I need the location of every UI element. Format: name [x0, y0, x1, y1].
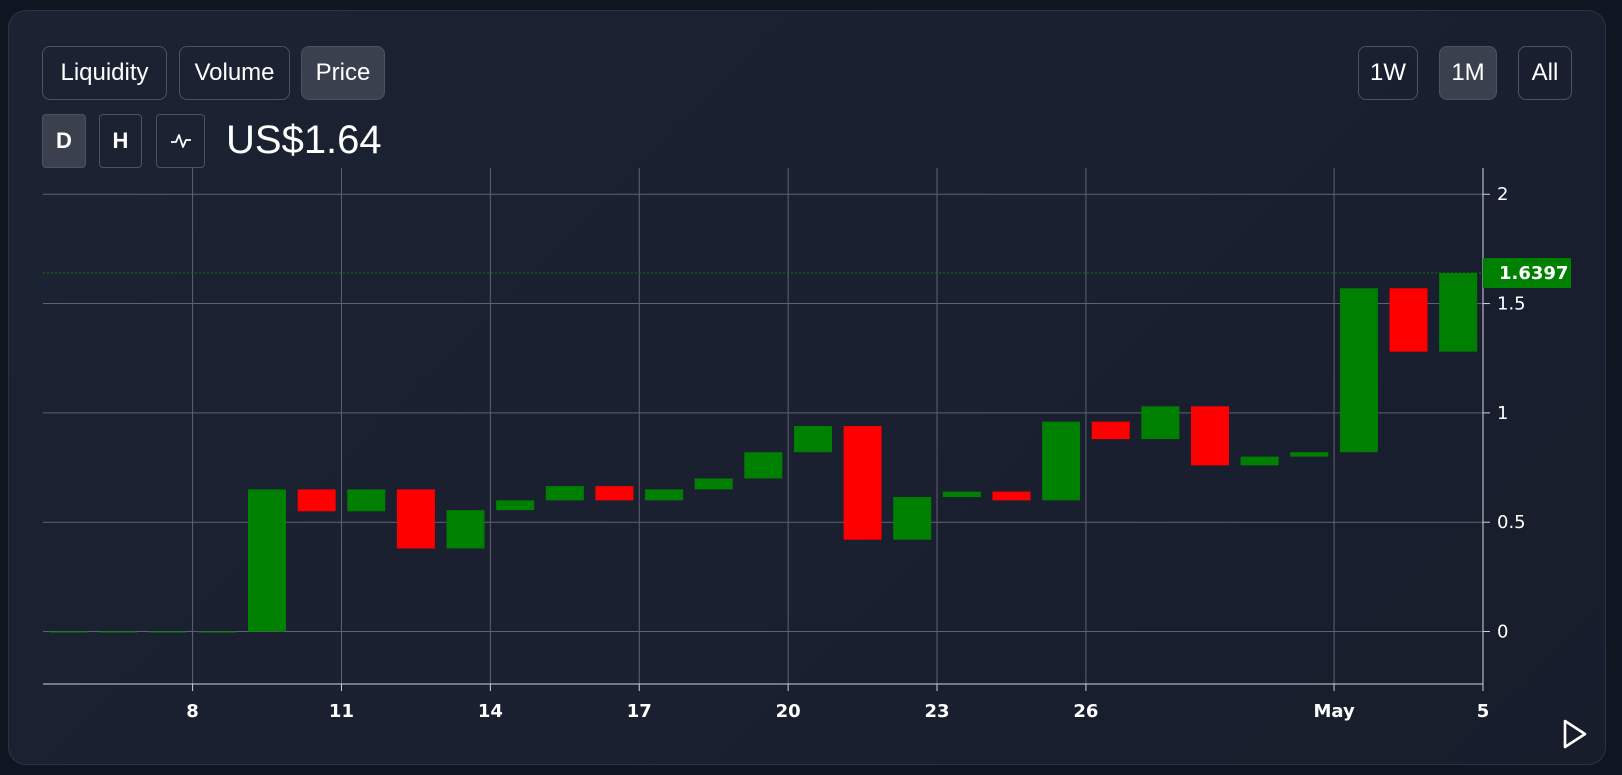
candle-up — [198, 631, 237, 633]
x-tick-label: 5 — [1477, 701, 1490, 722]
candle-down — [1091, 421, 1130, 440]
candle-down — [297, 489, 336, 512]
candle-up — [1042, 421, 1081, 501]
y-tick-label: 0.5 — [1497, 512, 1526, 533]
interval-hour-button[interactable]: H — [99, 114, 142, 168]
candle-up — [496, 500, 535, 511]
range-1w-button[interactable]: 1W — [1358, 46, 1418, 100]
candle-up — [942, 491, 981, 498]
candle-up — [893, 497, 932, 540]
candle-up — [49, 631, 88, 633]
candle-up — [645, 489, 684, 501]
x-tick-label: 8 — [186, 701, 199, 722]
candle-up — [1141, 406, 1180, 440]
candle-down — [843, 426, 882, 540]
y-tick-label: 0 — [1497, 622, 1508, 643]
last-price-label: 1.6397 — [1499, 263, 1568, 284]
tab-volume[interactable]: Volume — [179, 46, 290, 100]
candle-up — [1290, 452, 1329, 457]
candle-down — [1389, 288, 1428, 352]
candle-up — [248, 489, 287, 632]
candle-up — [148, 631, 187, 633]
candle-down — [992, 491, 1031, 501]
candle-down — [1190, 406, 1229, 466]
candle-up — [99, 631, 138, 633]
range-1m-button[interactable]: 1M — [1439, 46, 1497, 100]
tab-price[interactable]: Price — [301, 46, 385, 100]
candle-up — [545, 486, 584, 501]
candle-down — [595, 486, 634, 501]
candle-up — [744, 452, 783, 479]
candle-up — [694, 478, 733, 490]
tab-liquidity[interactable]: Liquidity — [42, 46, 167, 100]
range-all-button[interactable]: All — [1518, 46, 1572, 100]
interval-day-button[interactable]: D — [42, 114, 86, 168]
y-tick-label: 1 — [1497, 403, 1508, 424]
x-tick-label: May — [1313, 701, 1355, 722]
x-tick-label: 17 — [627, 701, 652, 722]
chart-panel — [8, 10, 1606, 765]
x-tick-label: 14 — [478, 701, 503, 722]
candle-up — [446, 510, 485, 549]
line-chart-icon — [170, 134, 191, 148]
y-tick-label: 2 — [1497, 184, 1508, 205]
candle-down — [396, 489, 435, 549]
candle-up — [1240, 456, 1279, 466]
x-tick-label: 11 — [329, 701, 354, 722]
x-tick-label: 23 — [924, 701, 949, 722]
line-chart-toggle-button[interactable] — [156, 114, 205, 168]
play-icon[interactable] — [1562, 718, 1588, 750]
candle-up — [1439, 273, 1478, 352]
y-tick-label: 1.5 — [1497, 294, 1526, 315]
x-tick-label: 20 — [776, 701, 801, 722]
candle-up — [347, 489, 386, 512]
last-price-badge — [1483, 258, 1571, 289]
x-tick-label: 26 — [1073, 701, 1098, 722]
current-price: US$1.64 — [226, 118, 382, 162]
candle-up — [793, 426, 832, 453]
candle-up — [1339, 288, 1378, 453]
